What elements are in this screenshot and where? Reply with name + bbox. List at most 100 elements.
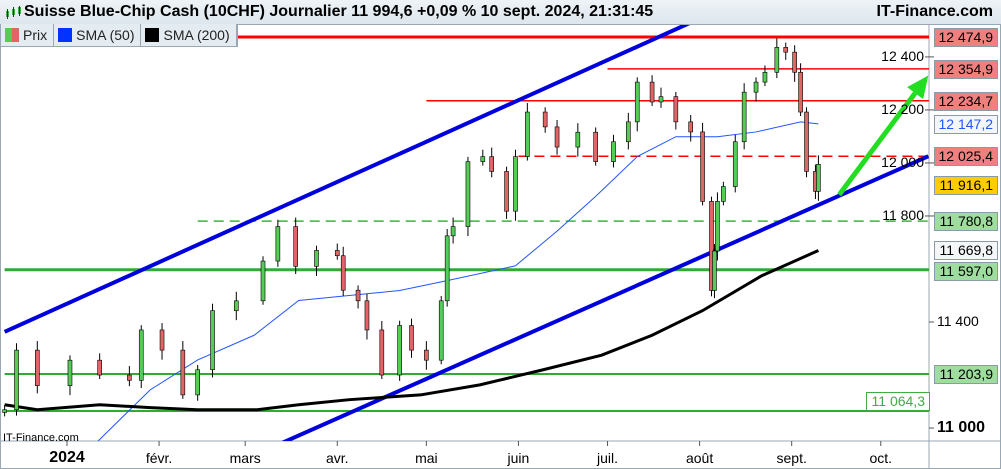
candle-body [159, 329, 165, 351]
candle-body [379, 329, 385, 376]
candle-body [816, 164, 821, 192]
sma200-swatch-icon [145, 28, 160, 42]
candle-body [233, 300, 239, 311]
level-tag: 11 780,8 [934, 212, 998, 232]
candle-body [504, 171, 509, 212]
candle-body [489, 156, 495, 172]
candle-body [210, 310, 215, 371]
sma200-line [4, 249, 820, 412]
candle-body [753, 81, 759, 93]
candle-body [712, 250, 717, 291]
candle-body [180, 349, 186, 396]
level-tag: 12 234,7 [934, 91, 998, 111]
candle-body [334, 250, 340, 257]
candle-body [804, 111, 809, 172]
candle-body [444, 235, 450, 302]
candle-body [575, 131, 581, 148]
y-tick-label: 12 400 [881, 47, 924, 64]
candle-body [340, 255, 346, 291]
candle-body [741, 91, 747, 143]
candle-body [762, 71, 768, 83]
legend-label: SMA (50) [76, 27, 135, 43]
y-tick-label: 12 200 [881, 100, 924, 117]
candle-body [195, 369, 200, 396]
candle-body [673, 96, 679, 123]
watermark: IT-Finance.com [3, 432, 79, 444]
legend-item-sma50[interactable]: SMA (50) [54, 24, 142, 46]
trend-arrow-head-icon [907, 75, 929, 100]
channel-lower-line [281, 154, 929, 441]
candle-body [715, 201, 720, 252]
candle-body [438, 300, 444, 361]
candle-body [626, 121, 631, 143]
candle-body [275, 226, 281, 262]
candle-body [409, 325, 414, 351]
candle-body [138, 329, 144, 381]
y-tick-label: 11 000 [937, 419, 986, 437]
title-bar: Suisse Blue-Chip Cash (10CHF) Journalier… [0, 0, 1001, 25]
legend-item-sma200[interactable]: SMA (200) [141, 24, 237, 46]
legend-label: SMA (200) [163, 27, 230, 43]
candle-body [513, 156, 518, 212]
candle-body [542, 111, 548, 128]
candle-body [424, 349, 429, 361]
chart-title: Suisse Blue-Chip Cash (10CHF) Journalier… [24, 3, 654, 20]
level-tag: 12 474,9 [934, 28, 998, 48]
brand-name: IT-Finance.com [876, 3, 993, 20]
x-tick-label: mars [229, 450, 261, 466]
candle-body [774, 47, 780, 73]
sma50-value-tag: 12 147,2 [934, 114, 998, 134]
candle-body [554, 126, 560, 148]
candle-body [593, 131, 598, 162]
candle-body [634, 81, 640, 123]
sma50-line [97, 121, 819, 441]
candle-body [314, 250, 319, 267]
candle-body [721, 186, 726, 202]
candle-body [127, 374, 132, 381]
candle-body [2, 409, 7, 413]
candle-body [783, 47, 789, 53]
candle-body [798, 71, 803, 113]
candle-body [611, 141, 616, 162]
legend: Prix SMA (50) SMA (200) [0, 24, 238, 47]
x-tick-label: août [685, 450, 714, 466]
x-tick-label: juil. [597, 450, 619, 466]
candle-body [97, 359, 102, 376]
x-tick-label: avr. [325, 450, 349, 466]
candle-body [293, 226, 298, 267]
candle-body [260, 260, 266, 302]
candle-body [525, 111, 530, 157]
level-tag: 11 203,9 [934, 365, 998, 384]
x-tick-label: juin [507, 450, 530, 466]
sma200-value-tag: 11 669,8 [934, 241, 998, 261]
legend-item-price[interactable]: Prix [1, 24, 55, 46]
candle-body [688, 121, 694, 133]
candle-body [658, 96, 664, 103]
candlestick-logo-icon [6, 6, 21, 19]
candle-body [649, 81, 655, 103]
candle-body [355, 289, 361, 302]
candle-body [480, 156, 486, 162]
level-tag: 11 597,0 [934, 262, 998, 282]
trend-arrow-line [837, 91, 918, 197]
candle-body [732, 141, 738, 187]
level-tag: 11 064,3 [866, 392, 930, 411]
x-tick-label: sept. [776, 450, 807, 466]
legend-label: Prix [23, 27, 48, 43]
candle-body [792, 51, 797, 73]
x-tick-label: mai [415, 450, 438, 466]
candle-body [364, 300, 370, 331]
current-value-tag: 11 916,1 [934, 176, 998, 196]
candle-body [465, 161, 471, 227]
level-tag: 12 025,4 [934, 147, 998, 167]
y-tick-label: 11 800 [882, 206, 924, 223]
candle-body [450, 226, 456, 237]
level-tag: 12 354,9 [934, 59, 998, 79]
y-tick-label: 12 000 [881, 153, 924, 170]
candle-body [700, 131, 705, 202]
candle-body [34, 349, 40, 386]
x-tick-label: 2024 [49, 449, 85, 466]
sma50-swatch-icon [58, 28, 73, 42]
price-swatch-icon [5, 28, 19, 42]
